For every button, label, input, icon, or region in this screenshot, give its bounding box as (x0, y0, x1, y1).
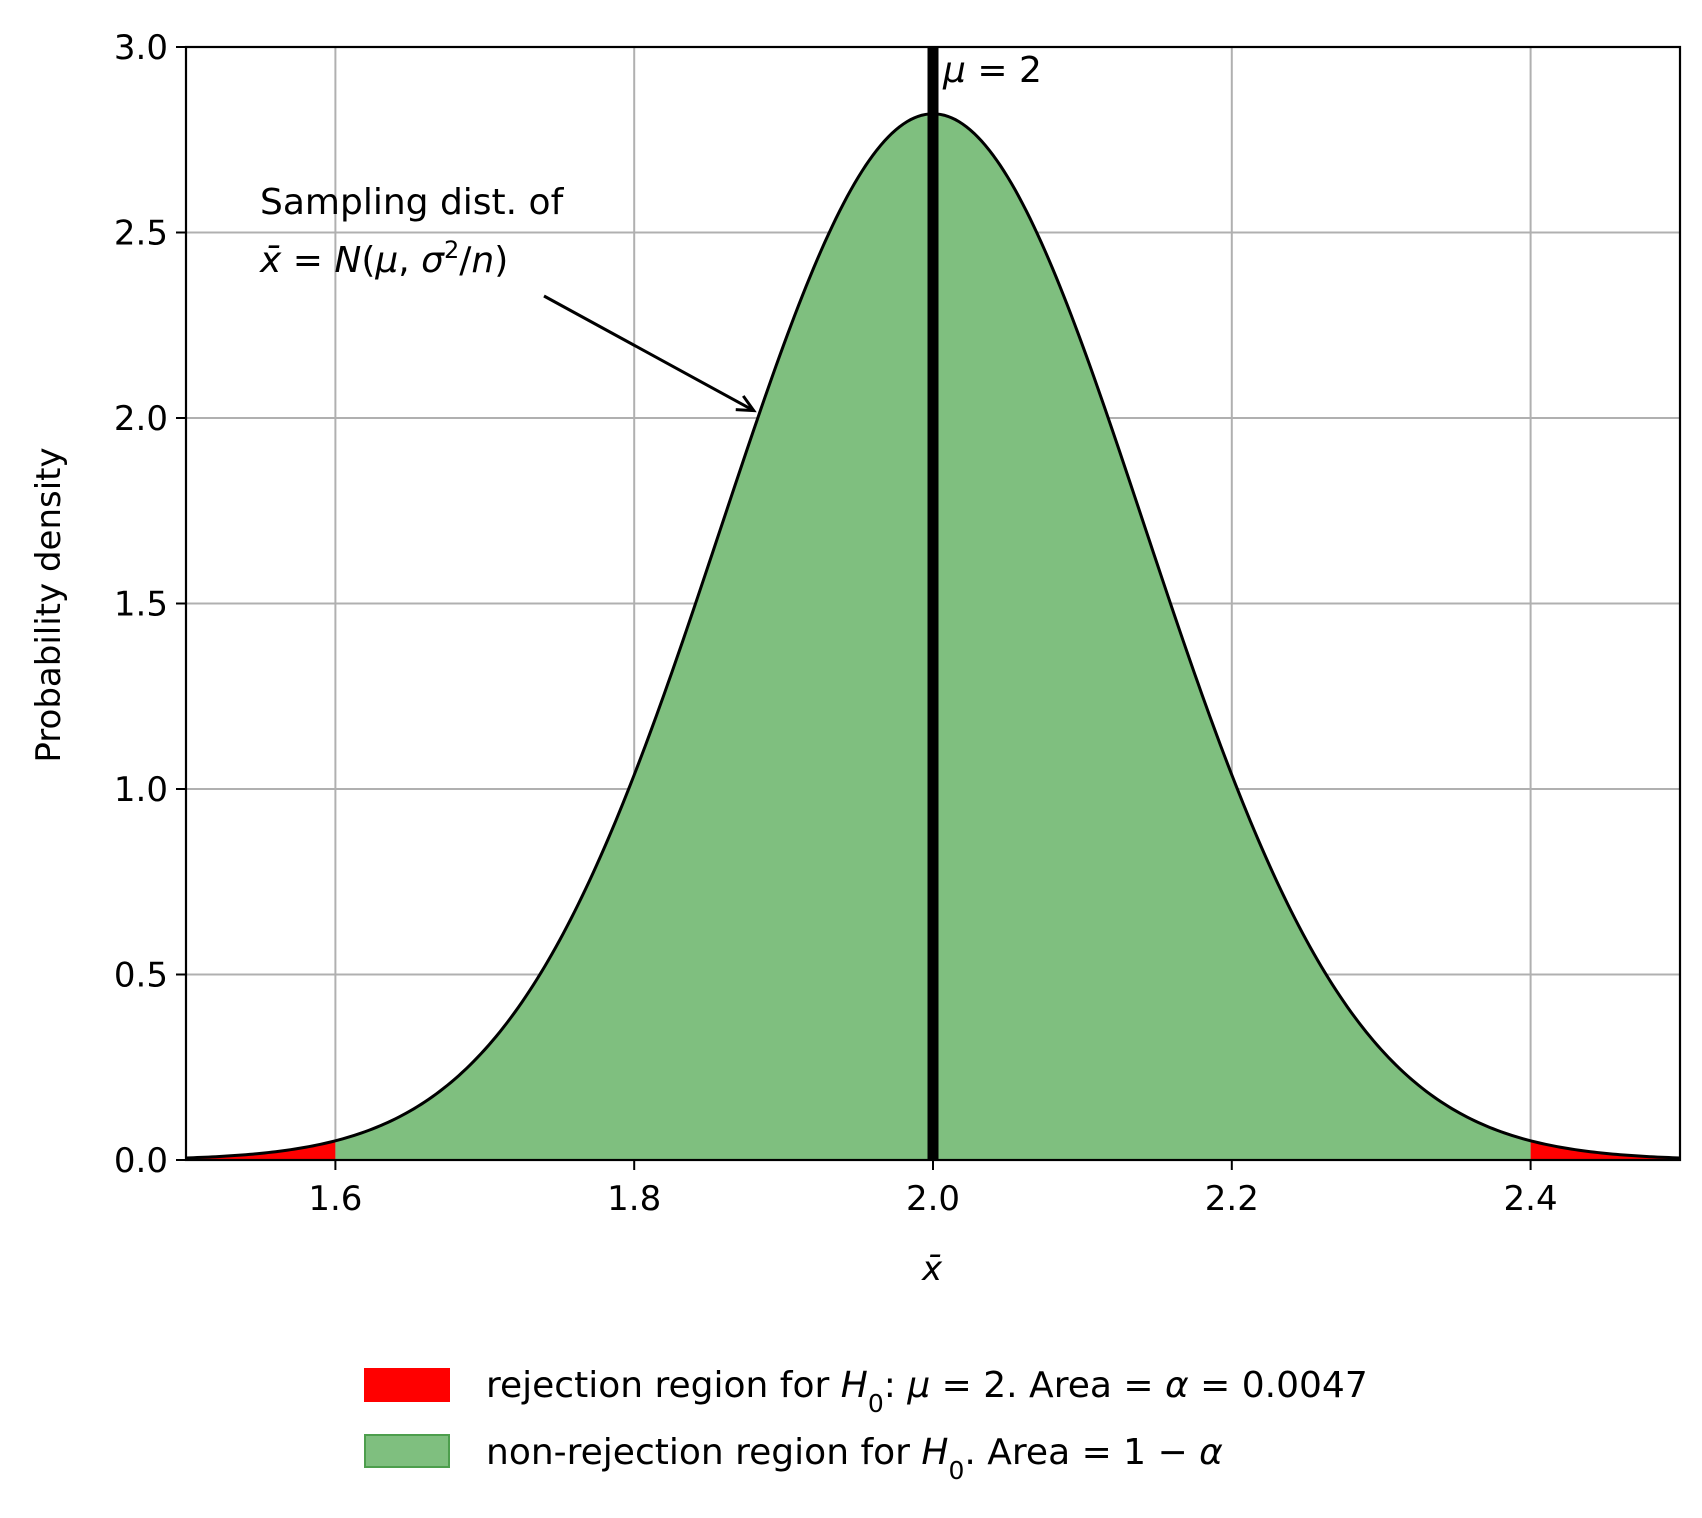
y-tick-label: 0.0 (114, 1141, 168, 1181)
legend-rejection-alpha: α (1165, 1365, 1189, 1406)
rejection-area-right (1530, 1140, 1680, 1160)
annotation-sigma: σ (421, 240, 445, 281)
y-tick-label: 1.5 (114, 585, 168, 625)
legend-rejection-h: H (841, 1365, 868, 1406)
legend-nonrej-sub: 0 (948, 1456, 964, 1485)
x-tick-label: 1.8 (607, 1179, 661, 1219)
x-tick-label: 1.6 (308, 1179, 362, 1219)
x-axis-label: x̄ (921, 1249, 943, 1289)
annotation-arrow-head (735, 395, 757, 413)
y-tick-label: 3.0 (114, 28, 168, 68)
legend-rejection-value: = 0.0047 (1189, 1365, 1368, 1406)
legend-swatch-non-rejection (364, 1434, 450, 1468)
legend-label-non-rejection: non-rejection region for H0. Area = 1 − … (486, 1432, 1223, 1485)
rejection-area-left (186, 1140, 336, 1160)
annotation-xbar: x̄ (259, 240, 282, 281)
annotation-superscript: 2 (444, 236, 459, 264)
y-tick-label: 2.5 (114, 214, 168, 254)
legend-nonrej-alpha: α (1199, 1432, 1223, 1473)
x-tick-label: 2.2 (1205, 1179, 1259, 1219)
y-tick-label: 2.0 (114, 399, 168, 439)
y-tick-label: 0.5 (114, 956, 168, 996)
annotation-equals: = (281, 240, 334, 281)
mean-line-label: μ = 2 (942, 50, 1042, 91)
annotation-open-paren: ( (361, 240, 375, 281)
legend-nonrej-h: H (921, 1432, 948, 1473)
annotation-slash: / (459, 240, 472, 281)
mean-label-value: = 2 (966, 50, 1042, 91)
legend-nonrej-pre: non-rejection region for (486, 1432, 921, 1473)
legend-rejection-pre: rejection region for (486, 1365, 841, 1406)
y-axis-label: Probability density (29, 447, 69, 762)
legend-nonrej-post: . Area = 1 − (964, 1432, 1199, 1473)
y-axis-ticks: 0.0 0.5 1.0 1.5 2.0 2.5 3.0 (114, 28, 186, 1181)
mean-label-mu: μ (942, 50, 966, 91)
x-tick-label: 2.0 (906, 1179, 960, 1219)
legend: rejection region for H0: μ = 2. Area = α… (364, 1365, 1368, 1485)
y-tick-label: 1.0 (114, 770, 168, 810)
annotation-normal: N (334, 240, 361, 281)
legend-rejection-mid: : (884, 1365, 908, 1406)
annotation-mu: μ (374, 240, 398, 281)
legend-swatch-rejection (364, 1368, 450, 1402)
annotation-close-paren: ) (494, 240, 508, 281)
legend-rejection-sub: 0 (868, 1389, 884, 1418)
annotation-arrow-shaft (543, 294, 755, 412)
legend-label-rejection: rejection region for H0: μ = 2. Area = α… (486, 1365, 1368, 1418)
annotation-n: n (471, 240, 494, 281)
annotation-comma: , (398, 240, 421, 281)
annotation-line-1: Sampling dist. of (260, 182, 565, 223)
legend-rejection-post: = 2. Area = (930, 1365, 1165, 1406)
x-axis-ticks: 1.6 1.8 2.0 2.2 2.4 (308, 1160, 1558, 1219)
legend-rejection-mu: μ (906, 1365, 930, 1406)
x-tick-label: 2.4 (1504, 1179, 1558, 1219)
annotation-line-2: x̄ = N(μ, σ2/n) (259, 236, 508, 281)
